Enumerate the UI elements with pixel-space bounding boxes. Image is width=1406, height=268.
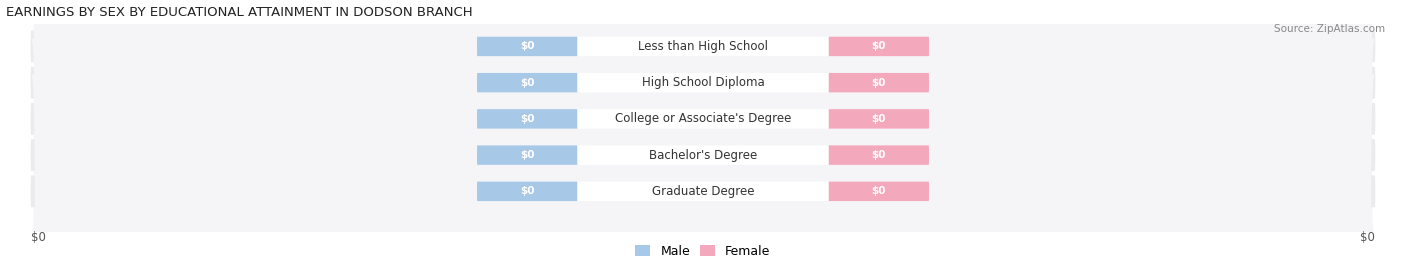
Text: Source: ZipAtlas.com: Source: ZipAtlas.com — [1274, 24, 1385, 34]
Text: $0: $0 — [872, 186, 886, 196]
FancyBboxPatch shape — [477, 182, 578, 201]
Text: EARNINGS BY SEX BY EDUCATIONAL ATTAINMENT IN DODSON BRANCH: EARNINGS BY SEX BY EDUCATIONAL ATTAINMEN… — [6, 6, 472, 18]
FancyBboxPatch shape — [477, 73, 578, 92]
FancyBboxPatch shape — [31, 31, 1375, 62]
Text: $0: $0 — [520, 114, 534, 124]
FancyBboxPatch shape — [578, 37, 828, 56]
FancyBboxPatch shape — [31, 67, 1375, 99]
Text: College or Associate's Degree: College or Associate's Degree — [614, 112, 792, 125]
Text: $0: $0 — [872, 78, 886, 88]
Text: $0: $0 — [1361, 231, 1375, 244]
FancyBboxPatch shape — [31, 0, 1375, 199]
FancyBboxPatch shape — [31, 103, 1375, 135]
FancyBboxPatch shape — [828, 37, 929, 56]
FancyBboxPatch shape — [578, 73, 828, 92]
FancyBboxPatch shape — [477, 37, 578, 56]
Text: Bachelor's Degree: Bachelor's Degree — [650, 149, 756, 162]
Text: High School Diploma: High School Diploma — [641, 76, 765, 89]
Text: $0: $0 — [520, 42, 534, 51]
FancyBboxPatch shape — [31, 39, 1375, 268]
Text: $0: $0 — [520, 78, 534, 88]
Text: Graduate Degree: Graduate Degree — [652, 185, 754, 198]
FancyBboxPatch shape — [477, 146, 578, 165]
FancyBboxPatch shape — [578, 146, 828, 165]
Text: $0: $0 — [520, 150, 534, 160]
FancyBboxPatch shape — [31, 139, 1375, 171]
Text: $0: $0 — [520, 186, 534, 196]
FancyBboxPatch shape — [31, 176, 1375, 207]
Text: Less than High School: Less than High School — [638, 40, 768, 53]
FancyBboxPatch shape — [578, 182, 828, 201]
FancyBboxPatch shape — [828, 182, 929, 201]
FancyBboxPatch shape — [828, 146, 929, 165]
Legend: Male, Female: Male, Female — [630, 240, 776, 263]
Text: $0: $0 — [31, 231, 45, 244]
FancyBboxPatch shape — [31, 2, 1375, 236]
FancyBboxPatch shape — [31, 0, 1375, 163]
Text: $0: $0 — [872, 150, 886, 160]
FancyBboxPatch shape — [477, 109, 578, 129]
FancyBboxPatch shape — [578, 109, 828, 129]
Text: $0: $0 — [872, 42, 886, 51]
FancyBboxPatch shape — [828, 73, 929, 92]
FancyBboxPatch shape — [828, 109, 929, 129]
FancyBboxPatch shape — [31, 75, 1375, 268]
Text: $0: $0 — [872, 114, 886, 124]
